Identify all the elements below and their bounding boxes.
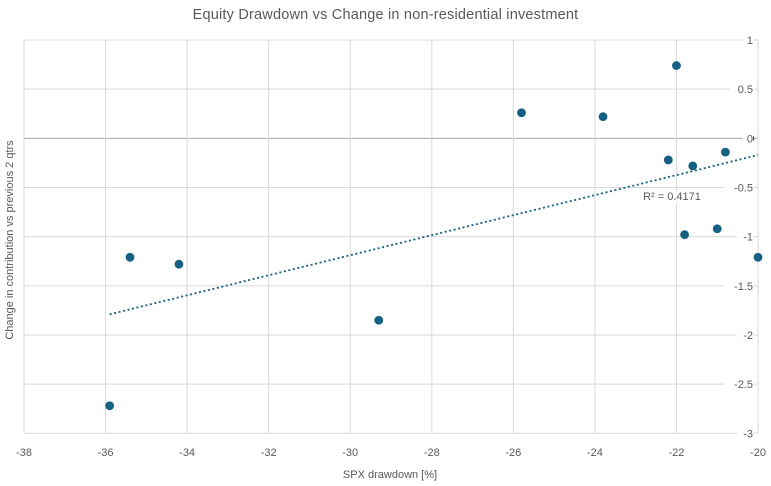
r-squared-label: R² = 0.4171	[641, 191, 703, 203]
y-tick-label: -1	[743, 232, 753, 244]
x-tick-label: -24	[587, 447, 603, 459]
x-tick-label: -34	[179, 447, 195, 459]
y-tick-backing	[724, 180, 753, 195]
y-tick-label: 0	[747, 133, 753, 145]
x-tick-label: -28	[424, 447, 440, 459]
x-tick-label: -30	[342, 447, 358, 459]
y-tick-label: 1	[747, 35, 753, 47]
y-tick-label: 0.5	[738, 84, 753, 96]
chart-title: Equity Drawdown vs Change in non-residen…	[192, 7, 579, 23]
trendline	[109, 154, 759, 316]
x-tick-label: -38	[16, 447, 32, 459]
data-point[interactable]	[680, 230, 689, 240]
data-point[interactable]	[105, 401, 115, 411]
data-point[interactable]	[663, 155, 673, 165]
y-tick-backing	[730, 82, 753, 97]
y-tick-label: -1.5	[734, 281, 753, 293]
y-tick-backing	[742, 131, 753, 146]
y-tick-backing	[736, 327, 753, 342]
data-point[interactable]	[374, 315, 384, 325]
y-tick-label: -2	[743, 330, 753, 342]
x-tick-label: -32	[261, 447, 277, 459]
data-point[interactable]	[688, 161, 698, 171]
data-point[interactable]	[125, 252, 135, 262]
y-tick-label: -2.5	[734, 379, 753, 391]
x-tick-label: -26	[505, 447, 521, 459]
data-point[interactable]	[672, 61, 681, 70]
y-tick-backing	[742, 33, 753, 47]
y-tick-backing	[736, 229, 753, 244]
x-axis-title: SPX drawdown [%]	[342, 469, 438, 481]
data-point[interactable]	[174, 259, 184, 269]
x-tick-label: -20	[750, 447, 766, 459]
x-tick-label: -36	[98, 447, 114, 459]
data-point[interactable]	[712, 224, 722, 234]
y-tick-backing	[736, 426, 753, 441]
x-tick-label: -22	[668, 447, 684, 459]
y-tick-backing	[724, 278, 753, 293]
data-point[interactable]	[753, 252, 763, 262]
y-tick-backing	[724, 377, 753, 392]
data-point[interactable]	[720, 147, 730, 157]
data-point[interactable]	[598, 112, 608, 122]
y-tick-label: -3	[743, 428, 753, 440]
y-tick-label: -0.5	[734, 182, 753, 194]
data-point[interactable]	[517, 108, 526, 118]
